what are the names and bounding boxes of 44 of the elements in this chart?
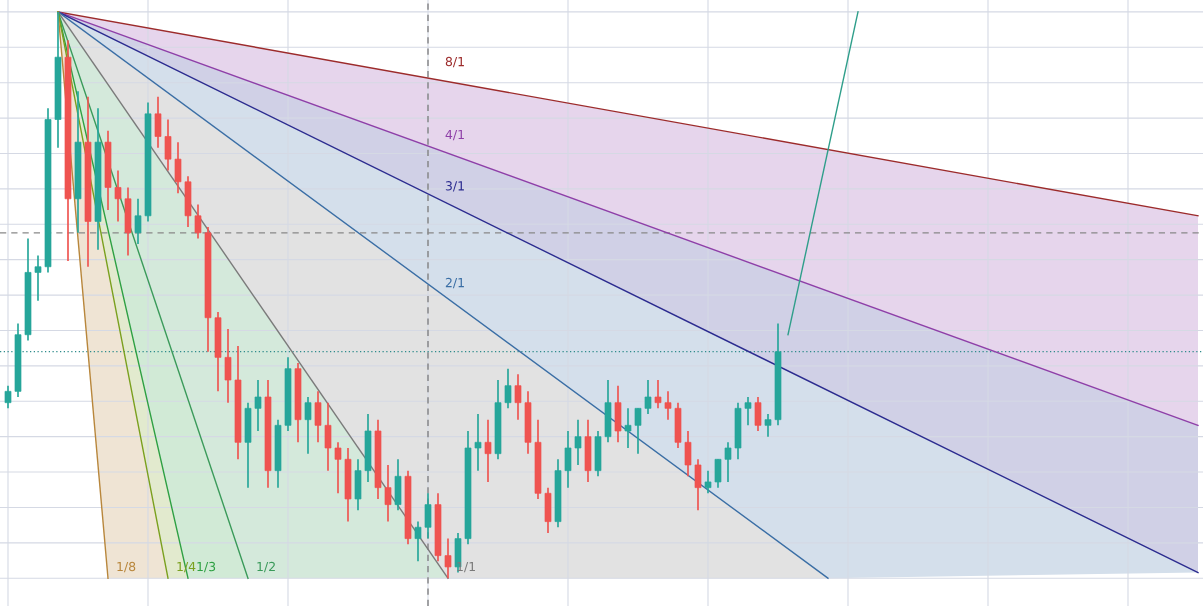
series-label: 3/1	[445, 181, 464, 192]
candlestick	[724, 441, 732, 483]
candlestick	[694, 458, 702, 512]
candlestick	[154, 96, 162, 149]
candlestick	[484, 418, 492, 483]
candlestick	[114, 169, 122, 223]
candlestick	[384, 464, 392, 523]
candlestick	[314, 390, 322, 444]
candlestick	[624, 407, 632, 449]
candlestick	[254, 379, 262, 432]
candlestick	[424, 492, 432, 540]
candlestick	[684, 430, 692, 478]
candlestick	[164, 118, 172, 172]
candlestick	[474, 413, 482, 472]
candlestick	[504, 367, 512, 410]
candlestick	[444, 537, 452, 580]
candlestick	[194, 203, 202, 240]
series-label: 1/3	[197, 561, 216, 573]
candlestick	[754, 396, 762, 432]
candlestick	[574, 418, 582, 466]
candlestick	[564, 430, 572, 489]
candlestick	[4, 384, 12, 410]
candlestick	[744, 396, 752, 427]
candlestick	[34, 254, 42, 302]
candlestick	[714, 458, 722, 489]
candlestick	[514, 373, 522, 421]
candlestick	[174, 141, 182, 194]
candlestick	[324, 401, 332, 472]
series-label: 1/8	[117, 561, 136, 573]
candlestick	[414, 520, 422, 563]
series-label: 8/1	[445, 56, 464, 68]
series-label: 1/2	[257, 561, 275, 573]
candlestick	[644, 379, 652, 415]
candlestick	[634, 407, 642, 455]
candlestick	[134, 197, 142, 245]
candlestick	[764, 413, 772, 438]
series-label: 4/1	[445, 130, 464, 141]
candlestick	[304, 396, 312, 455]
candlestick	[224, 328, 232, 404]
candlestick	[654, 379, 662, 410]
candlestick	[334, 441, 342, 495]
candlestick	[664, 390, 672, 421]
series-label: 2/1	[445, 277, 464, 289]
candlestick	[704, 469, 712, 495]
